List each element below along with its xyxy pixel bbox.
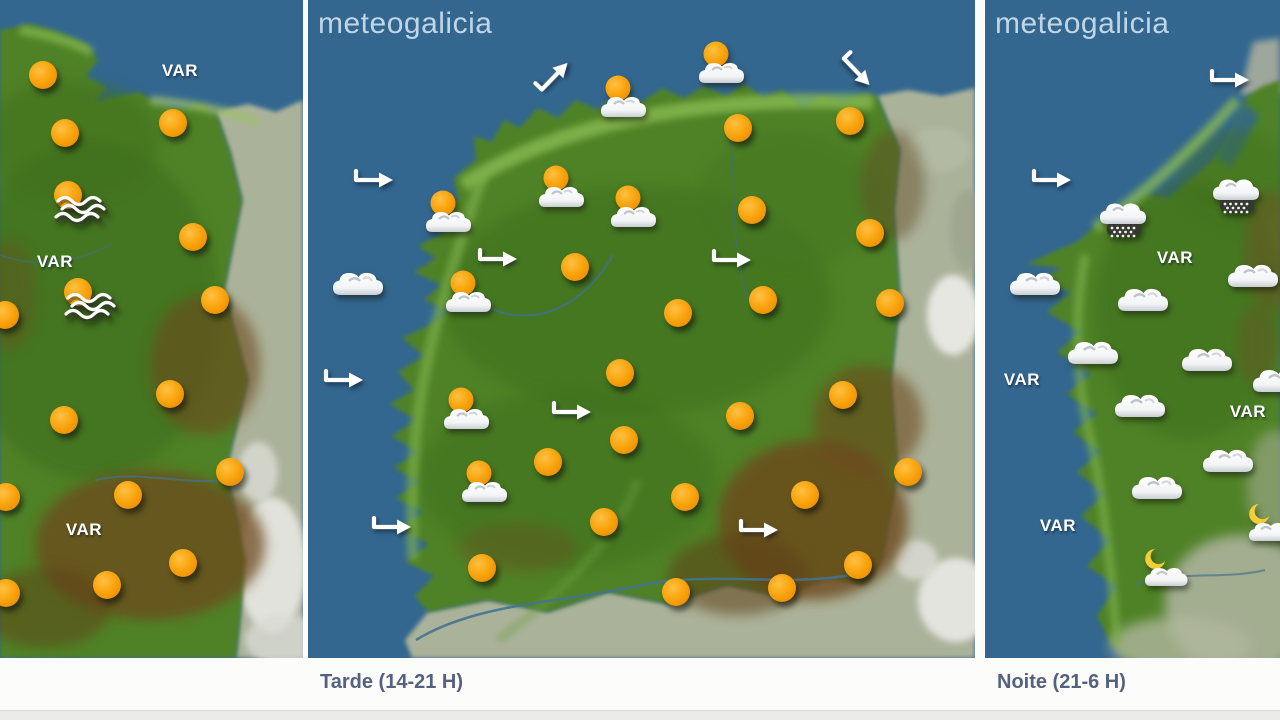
icon-layer-noite: VAR VAR VAR VAR (985, 0, 1280, 658)
sun-icon (560, 252, 590, 282)
cloud-drizzle-icon (1097, 198, 1151, 244)
forecast-panel-noite: meteogalicia VAR VAR VAR VAR (985, 0, 1280, 658)
var-wind-label: VAR (1003, 370, 1041, 389)
sun-icon (725, 401, 755, 431)
arrow-ne-icon (531, 65, 575, 91)
sun-icon (0, 482, 21, 512)
cloud-icon (1065, 333, 1121, 367)
sun-icon (215, 457, 245, 487)
arrow-e-icon (368, 514, 412, 540)
sun-icon (155, 379, 185, 409)
moon-cloud-icon (1239, 503, 1280, 543)
caption-tarde: Tarde (14-21 H) (320, 671, 464, 693)
footer-strip (0, 710, 1280, 720)
var-wind-label: VAR (1039, 516, 1077, 535)
cloud-icon (330, 264, 386, 298)
sun-icon (158, 108, 188, 138)
var-wind-label: VAR (161, 61, 199, 80)
sun-icon (748, 285, 778, 315)
sun-icon (0, 300, 20, 330)
forecast-panel-morning: VAR VAR VAR (0, 0, 303, 658)
sun-icon (533, 447, 563, 477)
sun-icon (605, 358, 635, 388)
caption-noite: Noite (21-6 H) (997, 671, 1126, 693)
sun-cloud-icon (604, 183, 660, 229)
arrow-e-icon (350, 167, 394, 193)
meteogalicia-logo: meteogalicia (318, 7, 493, 40)
cloud-icon (1250, 361, 1280, 395)
sun-icon (28, 60, 58, 90)
sun-icon (737, 195, 767, 225)
sun-icon (467, 553, 497, 583)
sun-icon (723, 113, 753, 143)
sun-cloud-icon (437, 385, 493, 431)
sun-icon (670, 482, 700, 512)
cloud-icon (1115, 280, 1171, 314)
sun-cloud-icon (532, 163, 588, 209)
sun-cloud-icon (439, 268, 495, 314)
var-wind-label: VAR (65, 520, 103, 539)
arrow-e-icon (1028, 167, 1072, 193)
sun-icon (875, 288, 905, 318)
cloud-icon (1007, 264, 1063, 298)
cloud-icon (1225, 256, 1280, 290)
sun-haze-icon (51, 180, 113, 224)
cloud-drizzle-icon (1210, 174, 1264, 220)
sun-icon (50, 118, 80, 148)
arrow-e-icon (548, 399, 592, 425)
sun-icon (609, 425, 639, 455)
sun-cloud-icon (455, 458, 511, 504)
meteogalicia-logo: meteogalicia (995, 7, 1170, 40)
sun-icon (663, 298, 693, 328)
sun-icon (92, 570, 122, 600)
sun-cloud-icon (419, 188, 475, 234)
forecast-panel-tarde: meteogalicia (308, 0, 975, 658)
arrow-se-icon (833, 57, 877, 83)
cloud-icon (1112, 386, 1168, 420)
sun-cloud-icon (594, 73, 650, 119)
sun-cloud-icon (692, 39, 748, 85)
sun-icon (49, 405, 79, 435)
sun-icon (835, 106, 865, 136)
var-wind-label: VAR (1229, 402, 1267, 421)
sun-icon (828, 380, 858, 410)
var-wind-label: VAR (1156, 248, 1194, 267)
sun-icon (893, 457, 923, 487)
var-wind-label: VAR (36, 252, 74, 271)
sun-icon (767, 573, 797, 603)
arrow-e-icon (1206, 67, 1250, 93)
sun-icon (790, 480, 820, 510)
moon-cloud-icon (1135, 548, 1191, 588)
cloud-icon (1200, 441, 1256, 475)
sun-icon (113, 480, 143, 510)
arrow-e-icon (320, 367, 364, 393)
cloud-icon (1129, 468, 1185, 502)
terrain-map-noite (985, 0, 1280, 658)
sun-icon (0, 578, 21, 608)
icon-layer-morning: VAR VAR VAR (0, 0, 303, 658)
sun-icon (200, 285, 230, 315)
sun-icon (843, 550, 873, 580)
sun-haze-icon (61, 277, 123, 321)
arrow-e-icon (708, 247, 752, 273)
sun-icon (589, 507, 619, 537)
sun-icon (855, 218, 885, 248)
icon-layer-tarde (308, 0, 975, 658)
cloud-icon (1179, 340, 1235, 374)
sun-icon (178, 222, 208, 252)
sun-icon (661, 577, 691, 607)
sun-icon (168, 548, 198, 578)
arrow-e-icon (735, 517, 779, 543)
